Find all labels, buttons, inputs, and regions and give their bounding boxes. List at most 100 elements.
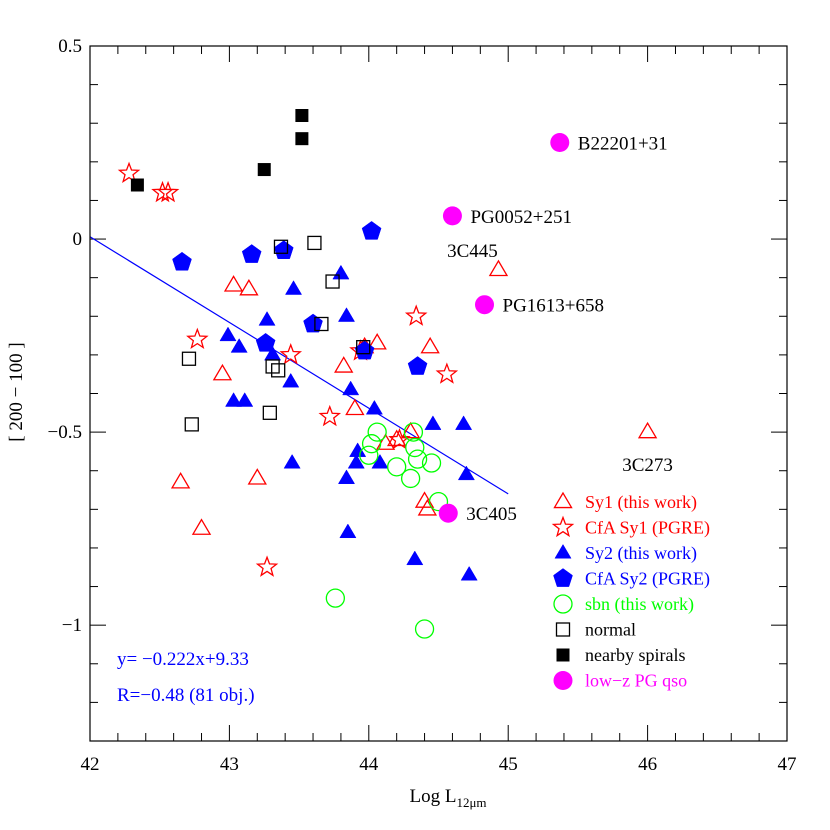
x-tick-label: 46 <box>638 754 657 775</box>
data-point-series-3 <box>361 221 382 240</box>
fit-equation: y= −0.222x+9.33 <box>117 649 249 670</box>
data-points <box>117 109 658 639</box>
data-point-series-0 <box>367 333 387 350</box>
data-point-series-1 <box>404 304 428 326</box>
data-point-series-2 <box>337 307 356 322</box>
data-point-series-5 <box>356 340 371 355</box>
data-point-series-2 <box>332 264 350 280</box>
data-point-series-2 <box>225 392 243 407</box>
data-point-series-2 <box>342 380 360 396</box>
legend-marker <box>553 671 573 690</box>
data-point-series-1 <box>388 427 411 450</box>
fit-stats: y= −0.222x+9.33 R=−0.48 (81 obj.) <box>117 649 255 706</box>
data-point-series-2 <box>282 372 300 388</box>
data-point-series-1 <box>255 555 279 577</box>
fit-correlation: R=−0.48 (81 obj.) <box>117 685 255 706</box>
data-point-series-4 <box>325 588 345 608</box>
data-point-series-2 <box>347 454 365 469</box>
data-point-series-2 <box>230 338 248 353</box>
fit-line-group <box>89 236 509 495</box>
data-point-series-2 <box>236 392 254 407</box>
x-axis-label-main: Log L <box>409 786 456 807</box>
legend-label: normal <box>585 620 636 640</box>
data-point-series-2 <box>337 469 356 484</box>
legend-marker <box>553 568 573 587</box>
data-point-series-4 <box>414 619 435 639</box>
y-axis-label: [ 200 − 100 ] <box>6 342 27 441</box>
data-point-series-0 <box>223 275 244 292</box>
data-point-series-6 <box>295 109 309 122</box>
x-tick-label: 44 <box>359 754 379 775</box>
data-point-series-5 <box>314 316 329 332</box>
data-point-series-5 <box>307 235 322 251</box>
data-point-series-0 <box>414 491 435 508</box>
data-point-series-4 <box>407 449 428 469</box>
data-point-series-2 <box>258 311 276 326</box>
data-point-series-0 <box>488 259 509 277</box>
legend-marker <box>553 491 573 509</box>
data-point-series-4 <box>367 422 387 442</box>
data-point-series-1 <box>435 362 459 384</box>
data-point-series-0 <box>170 472 191 489</box>
data-point-series-5 <box>265 359 280 374</box>
data-point-series-2 <box>283 454 301 469</box>
legend-label: low−z PG qso <box>585 671 687 691</box>
data-point-series-3 <box>303 313 323 333</box>
legend-marker <box>556 648 570 662</box>
point-annotation: PG1613+658 <box>503 296 605 317</box>
data-point-series-1 <box>156 180 180 203</box>
data-point-series-0 <box>400 421 421 439</box>
data-point-series-7 <box>442 206 462 226</box>
data-point-series-4 <box>387 457 407 477</box>
data-point-series-1 <box>117 161 141 184</box>
data-point-series-4 <box>361 434 382 454</box>
data-point-series-2 <box>424 415 442 430</box>
data-point-series-2 <box>460 565 478 581</box>
data-point-series-5 <box>181 351 197 366</box>
legend-label: Sy1 (this work) <box>585 492 697 513</box>
x-axis-label-subscript: 12μm <box>456 795 486 810</box>
point-annotation: PG0052+251 <box>470 207 572 228</box>
y-tick-label: 0.5 <box>58 36 82 57</box>
axis-ticks <box>89 45 788 742</box>
data-point-series-3 <box>255 333 276 352</box>
data-point-series-0 <box>420 336 440 354</box>
plot-frame <box>89 45 788 742</box>
data-point-series-0 <box>247 468 267 485</box>
legend-marker <box>551 515 575 538</box>
data-point-series-2 <box>219 326 237 342</box>
data-point-series-4 <box>359 445 379 465</box>
y-tick-label: −0.5 <box>48 422 82 443</box>
data-point-series-0 <box>345 398 365 416</box>
legend-marker <box>555 622 571 637</box>
axis-tick-labels: 42 43 44 45 46 47 −1 −0.5 0 0.5 <box>48 36 797 775</box>
data-point-series-0 <box>191 518 212 535</box>
data-point-series-4 <box>428 491 449 512</box>
data-point-series-2 <box>339 523 357 539</box>
point-annotation: 3C273 <box>622 455 673 476</box>
x-tick-label: 43 <box>220 754 239 775</box>
legend-label: nearby spirals <box>585 645 685 665</box>
data-point-series-7 <box>438 503 458 523</box>
data-point-series-7 <box>475 295 495 315</box>
data-point-series-3 <box>407 356 428 375</box>
data-point-series-2 <box>371 454 389 469</box>
data-point-series-1 <box>279 343 303 365</box>
legend-label: CfA Sy2 (PGRE) <box>585 569 710 590</box>
data-point-series-3 <box>241 244 262 263</box>
data-point-series-5 <box>262 405 277 420</box>
data-point-series-0 <box>637 421 658 439</box>
legend-marker <box>554 544 572 559</box>
data-point-series-5 <box>184 417 199 432</box>
data-point-series-2 <box>457 465 475 481</box>
y-tick-label: −1 <box>62 615 82 636</box>
data-point-series-1 <box>318 404 342 427</box>
data-point-series-4 <box>400 468 421 489</box>
data-point-series-5 <box>325 274 340 289</box>
point-annotation: 3C445 <box>447 241 498 262</box>
data-point-series-0 <box>212 363 233 381</box>
data-point-series-5 <box>273 239 289 254</box>
x-tick-label: 42 <box>81 754 100 775</box>
point-annotation: B22201+31 <box>578 134 668 155</box>
